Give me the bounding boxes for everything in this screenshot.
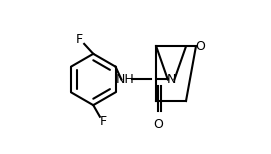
Text: O: O bbox=[153, 118, 163, 131]
Text: F: F bbox=[100, 115, 107, 128]
Text: O: O bbox=[195, 40, 205, 53]
Text: N: N bbox=[166, 73, 176, 86]
Text: NH: NH bbox=[116, 73, 135, 86]
Text: F: F bbox=[76, 33, 83, 46]
